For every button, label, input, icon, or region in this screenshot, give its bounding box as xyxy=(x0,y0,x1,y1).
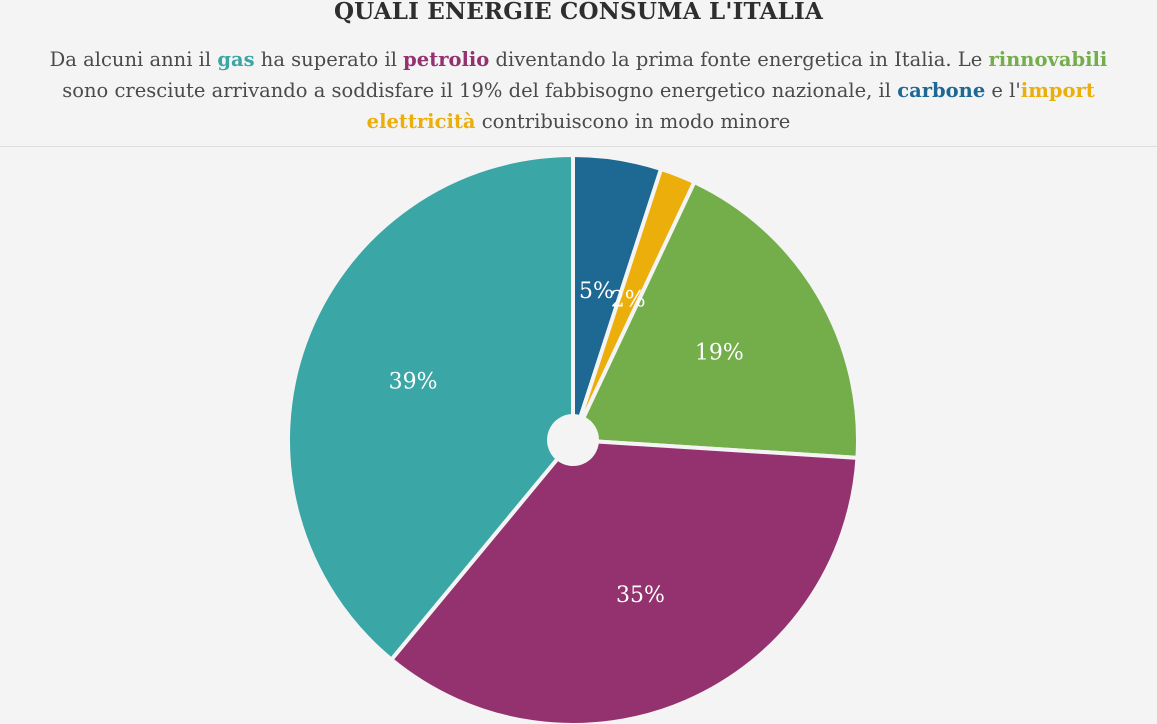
subtitle-highlight-gas: gas xyxy=(217,48,255,71)
subtitle-highlight-import: import elettricità xyxy=(366,79,1095,133)
pie-label-gas: 39% xyxy=(389,369,438,394)
pie-slices xyxy=(286,153,860,724)
subtitle-text-6: contribuiscono in modo minore xyxy=(475,110,791,133)
subtitle-highlight-petrolio: petrolio xyxy=(403,48,490,71)
subtitle-text-1: Da alcuni anni il xyxy=(49,48,218,71)
chart-subtitle: Da alcuni anni il gas ha superato il pet… xyxy=(30,44,1127,137)
subtitle-text-5: e l' xyxy=(985,79,1021,102)
subtitle-text-3: diventando la prima fonte energetica in … xyxy=(489,48,989,71)
subtitle-highlight-carbone: carbone xyxy=(897,79,986,102)
pie-slice-rinnovabili[interactable] xyxy=(581,180,860,460)
subtitle-text-2: ha superato il xyxy=(254,48,404,71)
pie-label-petrolio: 35% xyxy=(616,583,665,608)
pie-slice-gas[interactable] xyxy=(286,153,575,662)
pie-label-rinnovabili: 19% xyxy=(695,340,744,365)
pie-label-import: 2% xyxy=(611,288,646,313)
header-divider xyxy=(0,146,1157,147)
chart-title: QUALI ENERGIE CONSUMA L'ITALIA xyxy=(333,0,824,25)
subtitle-text-4: sono cresciute arrivando a soddisfare il… xyxy=(62,79,898,102)
subtitle-highlight-rinnovabili: rinnovabili xyxy=(988,48,1108,71)
pie-slice-petrolio[interactable] xyxy=(389,439,860,724)
pie-label-carbone: 5% xyxy=(579,279,614,304)
pie-labels: 5%2% 19% 35% 39% xyxy=(389,279,744,608)
